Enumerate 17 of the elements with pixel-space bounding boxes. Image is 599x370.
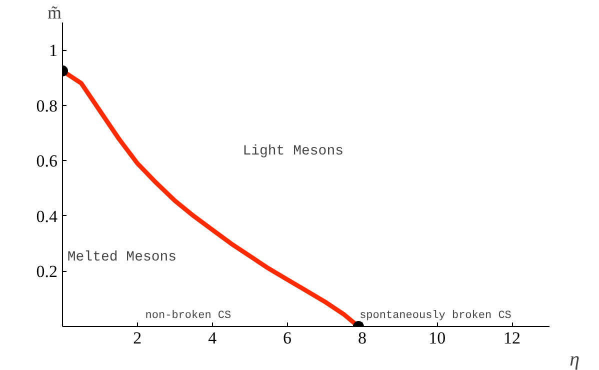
x-tick-label: 4 <box>208 328 218 348</box>
x-tick-label: 2 <box>133 328 142 348</box>
annotation: non-broken CS <box>145 310 232 322</box>
x-tick-label: 10 <box>428 328 446 348</box>
x-tick-label: 6 <box>283 328 292 348</box>
annotation: spontaneously broken CS <box>360 310 512 322</box>
y-tick-label: 0.4 <box>36 206 58 226</box>
y-tick-label: 0.8 <box>36 96 58 116</box>
y-tick-label: 0.6 <box>36 152 58 171</box>
y-tick-label: 1 <box>49 41 58 60</box>
x-axis-title: η <box>570 348 580 370</box>
x-tick-label: 12 <box>504 328 521 348</box>
annotation: Light Mesons <box>242 143 344 160</box>
x-tick-label: 8 <box>358 328 366 348</box>
y-tick-label: 0.2 <box>36 262 58 282</box>
y-axis-title: m̃ <box>48 2 62 22</box>
annotation: Melted Mesons <box>67 250 177 266</box>
